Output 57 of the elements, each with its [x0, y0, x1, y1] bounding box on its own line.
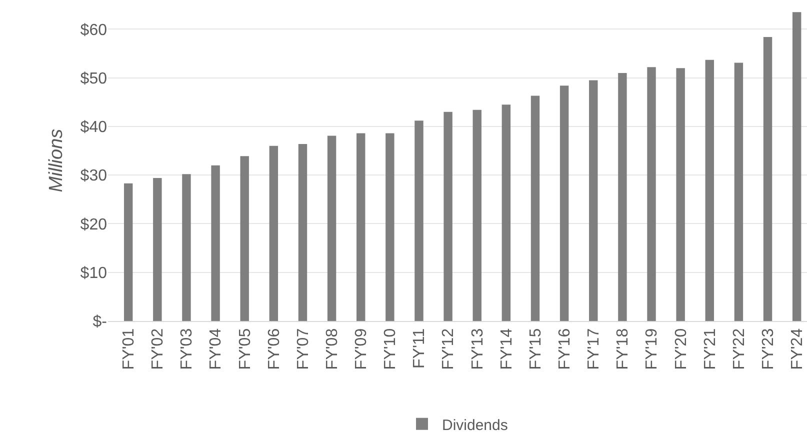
x-tick-label: FY'22 [730, 328, 748, 370]
bar [530, 96, 540, 321]
x-tick-label: FY'21 [702, 328, 719, 370]
bar [414, 120, 424, 321]
bar [298, 144, 308, 321]
legend-label: Dividends [442, 416, 508, 434]
y-tick-label: $10 [80, 264, 108, 282]
x-tick-label: FY'13 [469, 328, 486, 370]
bar [182, 174, 191, 321]
bar [356, 133, 366, 321]
x-tick-label: FY'03 [178, 328, 196, 370]
bar [792, 12, 802, 321]
bar [269, 146, 278, 321]
x-tick-label: FY'04 [208, 328, 225, 370]
x-tick-label: FY'09 [353, 328, 370, 370]
x-tick-label: FY'12 [440, 328, 458, 370]
y-tick-label: $60 [80, 22, 108, 39]
bar [734, 62, 744, 321]
y-tick-label: $30 [80, 168, 108, 185]
x-tick-label: FY'15 [527, 328, 544, 370]
bar [676, 68, 685, 321]
bar [705, 60, 714, 321]
y-tick-label: $20 [80, 216, 108, 234]
x-tick-label: FY'24 [789, 328, 806, 370]
x-tick-label: FY'02 [150, 328, 167, 370]
x-tick-label: FY'20 [672, 328, 690, 370]
bar [153, 178, 162, 321]
bar [589, 80, 598, 321]
bar [240, 156, 249, 321]
x-tick-label: FY'01 [120, 328, 138, 370]
bar [327, 136, 336, 321]
y-tick-label: $50 [80, 70, 108, 88]
x-tick-label: FY'05 [236, 328, 254, 370]
x-tick-label: FY'11 [411, 328, 428, 369]
x-tick-label: FY'08 [324, 328, 341, 370]
x-tick-label: FY'16 [556, 328, 574, 370]
x-tick-label: FY'07 [294, 328, 312, 370]
x-tick-label: FY'23 [760, 328, 777, 370]
x-tick-label: FY'17 [586, 328, 603, 370]
y-tick-label: $- [92, 314, 107, 331]
bar [444, 112, 452, 321]
bar [211, 165, 220, 321]
x-tick-label: FY'18 [614, 328, 632, 370]
x-tick-label: FY'19 [644, 328, 661, 370]
x-tick-label: FY'06 [266, 328, 283, 370]
x-tick-label: FY'14 [498, 328, 516, 370]
bar [472, 110, 482, 321]
bar [124, 183, 133, 321]
bar [560, 86, 569, 321]
y-axis-title: Millions [46, 128, 68, 192]
bar [647, 67, 656, 321]
bar [386, 133, 394, 321]
bar [618, 72, 627, 321]
bar [502, 104, 511, 321]
bar [763, 36, 772, 321]
y-tick-label: $40 [80, 119, 108, 136]
x-tick-label: FY'10 [382, 328, 400, 370]
